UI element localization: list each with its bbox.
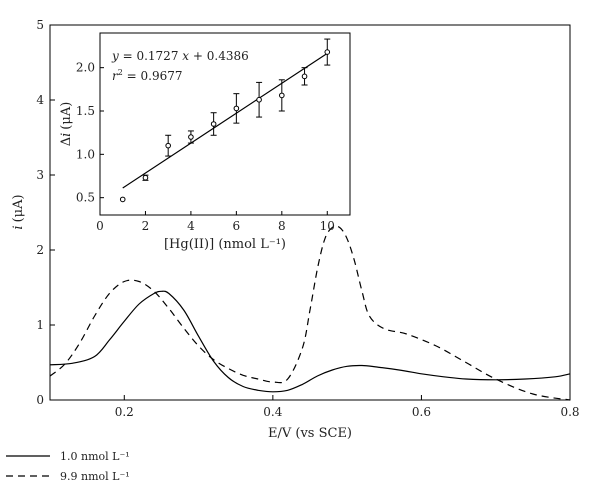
inset-r2-value: = 0.9677	[123, 69, 183, 83]
main-x-tick-label: 0.8	[560, 405, 579, 419]
data-point	[188, 134, 194, 140]
inset-y-axis-label: Δi (μA)	[59, 102, 74, 147]
inset-r2-exp: 2	[118, 68, 123, 77]
inset-r2-var: r	[112, 69, 119, 83]
inset-y-tick-label: 1.5	[76, 104, 95, 118]
main-series	[49, 225, 571, 401]
inset-chart: 0 2 4 6 8 10 0.5 1.0 1.5 2.0 y = 0.1727 x + 0.438…	[59, 32, 351, 252]
main-plot-frame	[49, 24, 571, 401]
inset-y-axis-label-var: i	[59, 133, 74, 137]
main-y-tick-label: 5	[36, 18, 44, 32]
inset-equation-y: y	[111, 49, 119, 63]
data-point	[142, 174, 149, 181]
inset-x-axis-label: [Hg(II)] (nmol L⁻¹)	[164, 237, 286, 252]
main-y-axis-label-var: i	[11, 225, 26, 229]
inset-equation-x: x	[182, 49, 189, 63]
main-ticks: 0.2 0.4 0.6 0.8 0 1 2 3 4 5	[36, 18, 579, 419]
data-point	[279, 92, 285, 99]
main-y-tick-label: 1	[36, 318, 44, 332]
inset-x-tick-label: 4	[187, 219, 195, 233]
data-point	[210, 121, 217, 127]
inset-x-tick-label: 10	[320, 219, 335, 233]
main-x-axis-label: E/V (vs SCE)	[268, 426, 352, 441]
main-x-tick-label: 0.4	[263, 405, 282, 419]
inset-plot-frame	[99, 32, 351, 216]
inset-x-tick-label: 6	[233, 219, 241, 233]
data-point	[165, 142, 171, 149]
inset-x-tick-label: 0	[96, 219, 104, 233]
legend-label-1: 1.0 nmol L⁻¹	[60, 450, 130, 463]
main-y-tick-label: 4	[36, 93, 44, 107]
main-x-tick-label: 0.2	[115, 405, 134, 419]
inset-y-axis-label-prefix: Δ	[59, 137, 74, 146]
fit-line	[122, 52, 328, 189]
main-y-tick-label: 3	[36, 168, 44, 182]
series-2-line	[49, 225, 571, 401]
inset-y-tick-label: 1.0	[76, 147, 95, 161]
data-point	[233, 105, 240, 112]
data-point	[119, 196, 126, 203]
inset-equation-tail: + 0.4386	[189, 49, 249, 63]
main-y-axis-label: i (μA)	[11, 194, 26, 229]
inset-y-axis-label-unit: (μA)	[59, 102, 74, 130]
main-y-tick-label: 2	[36, 243, 44, 257]
data-point	[324, 49, 331, 55]
inset-marks	[119, 38, 331, 203]
inset-y-tick-label: 2.0	[76, 61, 95, 75]
series-1-line	[49, 290, 571, 393]
data-point	[301, 73, 308, 80]
inset-ticks: 0 2 4 6 8 10 0.5 1.0 1.5 2.0	[76, 61, 335, 233]
legend: 1.0 nmol L⁻¹ 9.9 nmol L⁻¹	[6, 450, 130, 483]
main-y-tick-label: 0	[36, 393, 44, 407]
legend-label-2: 9.9 nmol L⁻¹	[60, 470, 130, 483]
inset-x-tick-label: 8	[278, 219, 286, 233]
inset-r2: r2 = 0.9677	[112, 68, 183, 83]
inset-x-tick-label: 2	[142, 219, 150, 233]
inset-equation: y = 0.1727 x + 0.4386	[111, 49, 249, 63]
data-point	[256, 96, 262, 103]
main-y-axis-label-unit: (μA)	[11, 194, 26, 222]
inset-y-tick-label: 0.5	[76, 191, 95, 205]
main-chart: 0.2 0.4 0.6 0.8 0 1 2 3 4 5 E/V (vs SCE) i (μA)	[11, 18, 580, 441]
main-x-tick-label: 0.6	[412, 405, 431, 419]
inset-equation-mid: = 0.1727	[119, 49, 183, 63]
